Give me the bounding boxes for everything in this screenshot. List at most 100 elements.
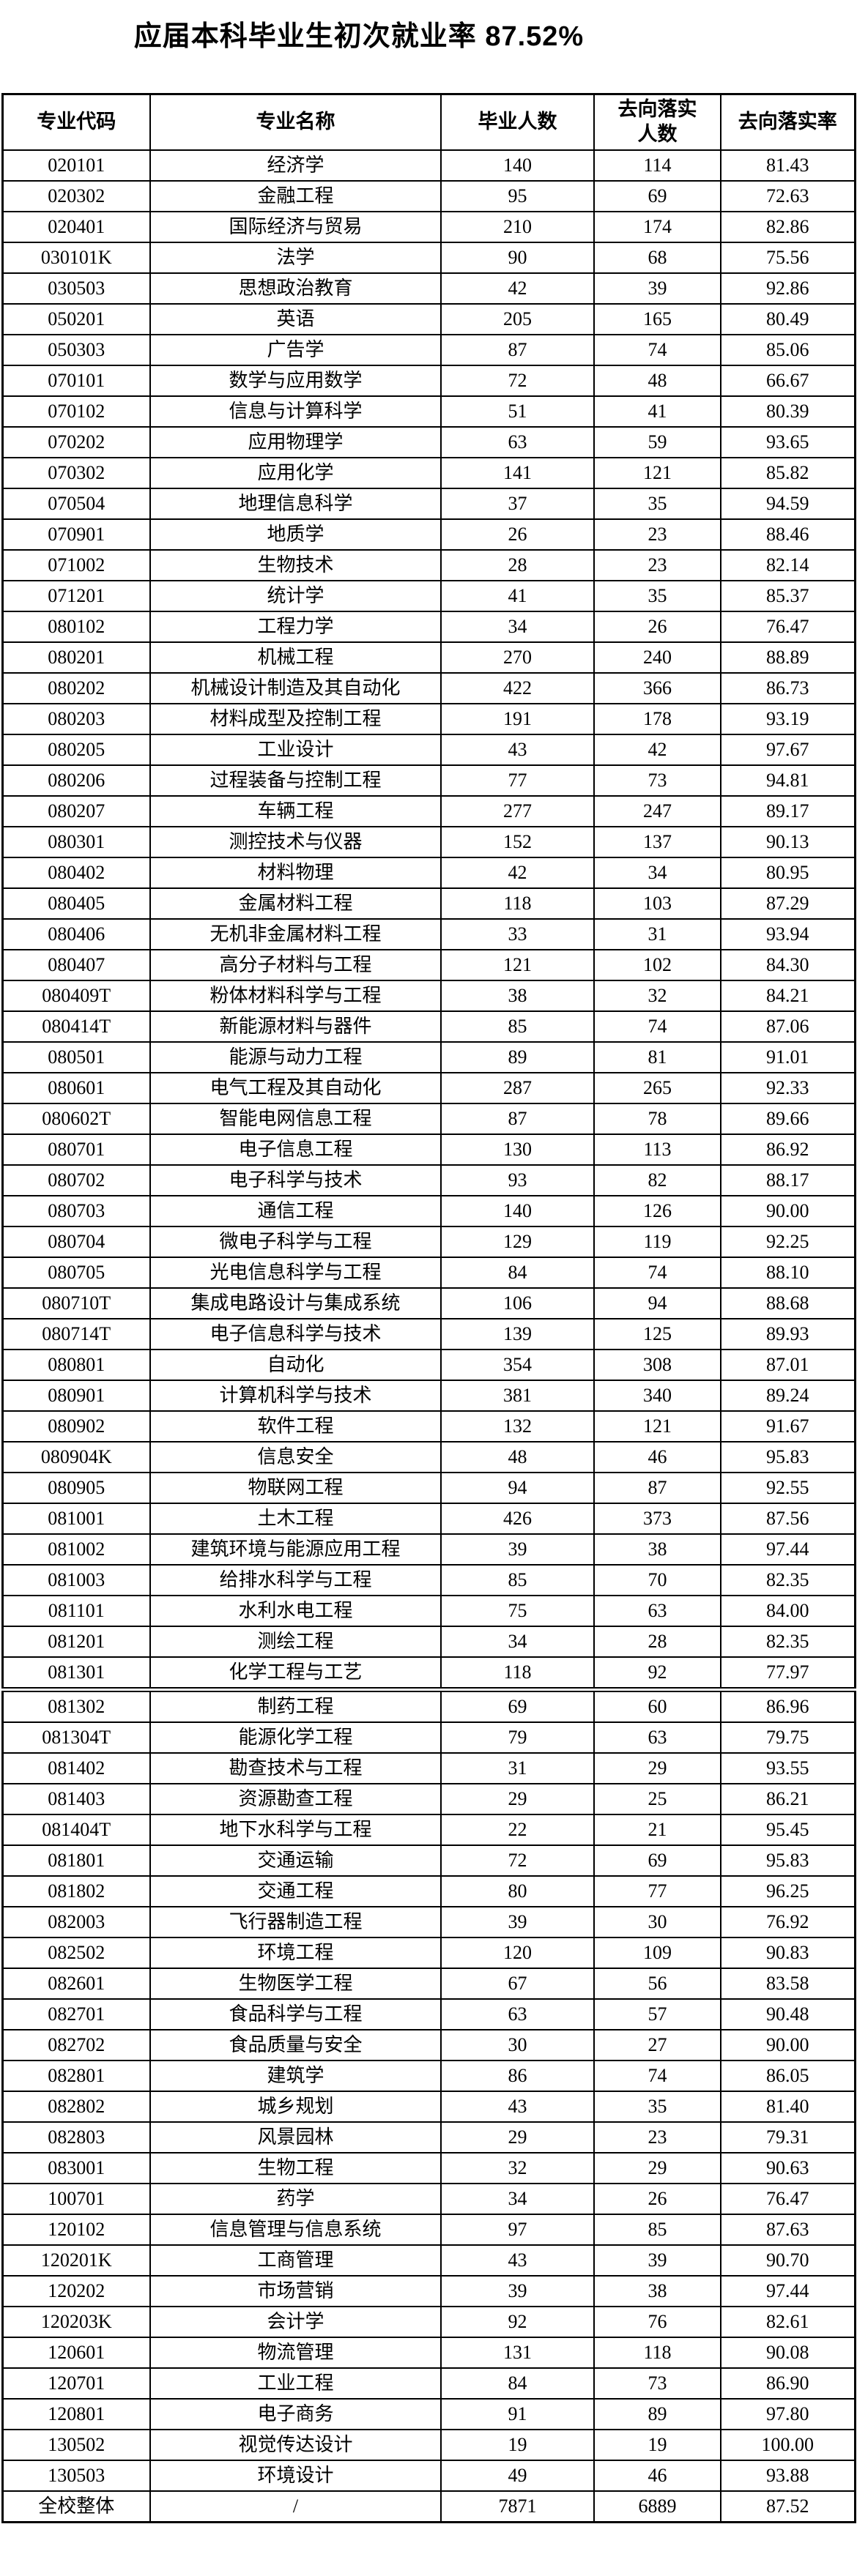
total-row: 全校整体 / 7871 6889 87.52: [1, 2490, 856, 2523]
rate-cell: 92.33: [720, 1072, 856, 1104]
table-row: 081101 水利水电工程 75 63 84.00: [1, 1595, 856, 1627]
major-code-cell: 080710T: [1, 1287, 151, 1319]
rate-cell: 91.01: [720, 1041, 856, 1073]
placed-cell: 46: [593, 1441, 721, 1473]
graduates-cell: 210: [440, 211, 595, 243]
table-row: 120601 物流管理 131 118 90.08: [1, 2337, 856, 2369]
major-code-cell: 020401: [1, 211, 151, 243]
graduates-cell: 270: [440, 641, 595, 674]
rate-cell: 97.67: [720, 734, 856, 766]
major-code-cell: 080705: [1, 1257, 151, 1289]
major-code-cell: 130502: [1, 2429, 151, 2461]
table-row: 081003 给排水科学与工程 85 70 82.35: [1, 1564, 856, 1596]
major-name-cell: 应用化学: [149, 457, 442, 489]
major-code-cell: 081301: [1, 1656, 151, 1691]
placed-cell: 59: [593, 426, 721, 458]
major-name-cell: 电子商务: [149, 2398, 442, 2430]
rate-cell: 82.86: [720, 211, 856, 243]
major-code-cell: 080102: [1, 611, 151, 643]
placed-cell: 69: [593, 180, 721, 212]
major-name-cell: 信息安全: [149, 1441, 442, 1473]
placed-cell: 30: [593, 1906, 721, 1938]
major-name-cell: 国际经济与贸易: [149, 211, 442, 243]
rate-cell: 97.80: [720, 2398, 856, 2430]
rate-cell: 84.21: [720, 980, 856, 1012]
major-name-cell: 应用物理学: [149, 426, 442, 458]
placed-cell: 373: [593, 1503, 721, 1535]
major-name-cell: 通信工程: [149, 1195, 442, 1227]
major-name-cell: 物联网工程: [149, 1472, 442, 1504]
major-name-cell: 统计学: [149, 580, 442, 612]
rate-cell: 94.81: [720, 764, 856, 797]
rate-cell: 92.86: [720, 272, 856, 305]
rate-cell: 82.35: [720, 1626, 856, 1658]
placed-cell: 82: [593, 1164, 721, 1196]
col-header-major-name: 专业名称: [149, 93, 442, 151]
major-name-cell: 广告学: [149, 334, 442, 366]
employment-rate-table: 专业代码 专业名称 毕业人数 去向落实 人数 去向落实率 020101 经济学 …: [1, 93, 856, 2523]
graduates-cell: 132: [440, 1410, 595, 1443]
major-code-cell: 081201: [1, 1626, 151, 1658]
rate-cell: 90.08: [720, 2337, 856, 2369]
total-graduates-cell: 7871: [440, 2490, 595, 2523]
placed-cell: 35: [593, 2091, 721, 2123]
total-placed-cell: 6889: [593, 2490, 721, 2523]
graduates-cell: 152: [440, 826, 595, 858]
graduates-cell: 85: [440, 1564, 595, 1596]
major-name-cell: 测绘工程: [149, 1626, 442, 1658]
major-code-cell: 070102: [1, 395, 151, 428]
table-row: 080904K 信息安全 48 46 95.83: [1, 1441, 856, 1473]
graduates-cell: 95: [440, 180, 595, 212]
graduates-cell: 51: [440, 395, 595, 428]
placed-cell: 73: [593, 764, 721, 797]
table-row: 080405 金属材料工程 118 103 87.29: [1, 887, 856, 920]
rate-cell: 89.66: [720, 1103, 856, 1135]
placed-cell: 137: [593, 826, 721, 858]
graduates-cell: 139: [440, 1318, 595, 1350]
rate-cell: 76.92: [720, 1906, 856, 1938]
rate-cell: 76.47: [720, 611, 856, 643]
major-name-cell: 视觉传达设计: [149, 2429, 442, 2461]
major-name-cell: 市场营销: [149, 2275, 442, 2307]
graduates-cell: 30: [440, 2029, 595, 2061]
major-code-cell: 120203K: [1, 2306, 151, 2338]
rate-cell: 88.10: [720, 1257, 856, 1289]
table-row: 081201 测绘工程 34 28 82.35: [1, 1626, 856, 1658]
table-row: 120202 市场营销 39 38 97.44: [1, 2275, 856, 2307]
total-rate-cell: 87.52: [720, 2490, 856, 2523]
table-row: 050201 英语 205 165 80.49: [1, 303, 856, 335]
table-row: 081402 勘查技术与工程 31 29 93.55: [1, 1752, 856, 1784]
graduates-cell: 354: [440, 1349, 595, 1381]
table-row: 080601 电气工程及其自动化 287 265 92.33: [1, 1072, 856, 1104]
table-row: 080205 工业设计 43 42 97.67: [1, 734, 856, 766]
placed-cell: 34: [593, 857, 721, 889]
table-row: 082601 生物医学工程 67 56 83.58: [1, 1968, 856, 2000]
rate-cell: 93.55: [720, 1752, 856, 1784]
major-name-cell: 交通工程: [149, 1875, 442, 1907]
table-row: 080102 工程力学 34 26 76.47: [1, 611, 856, 643]
placed-cell: 265: [593, 1072, 721, 1104]
major-code-cell: 081403: [1, 1783, 151, 1815]
placed-cell: 74: [593, 1010, 721, 1043]
rate-cell: 95.83: [720, 1441, 856, 1473]
major-name-cell: 粉体材料科学与工程: [149, 980, 442, 1012]
major-code-cell: 081302: [1, 1687, 151, 1723]
rate-cell: 87.56: [720, 1503, 856, 1535]
table-row: 080905 物联网工程 94 87 92.55: [1, 1472, 856, 1504]
graduates-cell: 85: [440, 1010, 595, 1043]
table-row: 050303 广告学 87 74 85.06: [1, 334, 856, 366]
graduates-cell: 97: [440, 2214, 595, 2246]
major-code-cell: 080704: [1, 1226, 151, 1258]
graduates-cell: 140: [440, 1195, 595, 1227]
graduates-cell: 87: [440, 1103, 595, 1135]
major-code-cell: 080714T: [1, 1318, 151, 1350]
graduates-cell: 42: [440, 857, 595, 889]
graduates-cell: 29: [440, 2121, 595, 2154]
table-row: 081001 土木工程 426 373 87.56: [1, 1503, 856, 1535]
table-row: 080407 高分子材料与工程 121 102 84.30: [1, 949, 856, 981]
major-name-cell: 工业设计: [149, 734, 442, 766]
major-code-cell: 020101: [1, 149, 151, 182]
rate-cell: 97.44: [720, 2275, 856, 2307]
table-row: 080901 计算机科学与技术 381 340 89.24: [1, 1380, 856, 1412]
placed-cell: 165: [593, 303, 721, 335]
